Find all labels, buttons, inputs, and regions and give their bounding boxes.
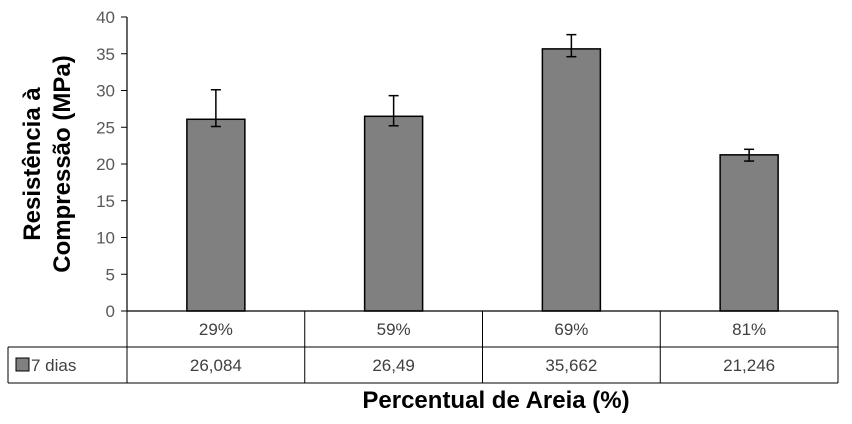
y-tick-label: 20 [96,155,115,174]
x-tick-label: 29% [199,320,233,339]
legend-label: 7 dias [31,356,76,375]
data-label: 26,49 [372,356,415,375]
bars [186,48,779,312]
x-axis-title: Percentual de Areia (%) [362,387,629,414]
y-tick-label: 40 [96,8,115,27]
y-tick-label: 5 [106,265,115,284]
bar [719,154,779,312]
x-tick-label: 81% [732,320,766,339]
y-axis-ticks: 0 5 10 15 20 25 30 35 40 [96,8,127,321]
data-label: 26,084 [190,356,242,375]
y-tick-label: 35 [96,45,115,64]
bar [363,115,424,312]
data-label: 35,662 [545,356,597,375]
legend-swatch [15,357,30,372]
y-tick-label: 15 [96,192,115,211]
y-axis-title-line: Resistência à [19,87,46,241]
y-tick-label: 30 [96,82,115,101]
data-label: 21,246 [723,356,775,375]
y-axis-title: Resistência à Compressão (MPa) [19,55,76,272]
bar [186,118,246,312]
y-axis-title-line: Compressão (MPa) [49,55,76,272]
y-tick-label: 10 [96,229,115,248]
error-bars [210,33,755,162]
bar [541,48,602,312]
data-table: 29% 59% 69% 81% 7 dias 26,084 26,49 35,662 21,24… [7,311,839,384]
y-tick-label: 0 [106,302,115,321]
x-tick-label: 69% [554,320,588,339]
y-tick-label: 25 [96,118,115,137]
x-tick-label: 59% [377,320,411,339]
